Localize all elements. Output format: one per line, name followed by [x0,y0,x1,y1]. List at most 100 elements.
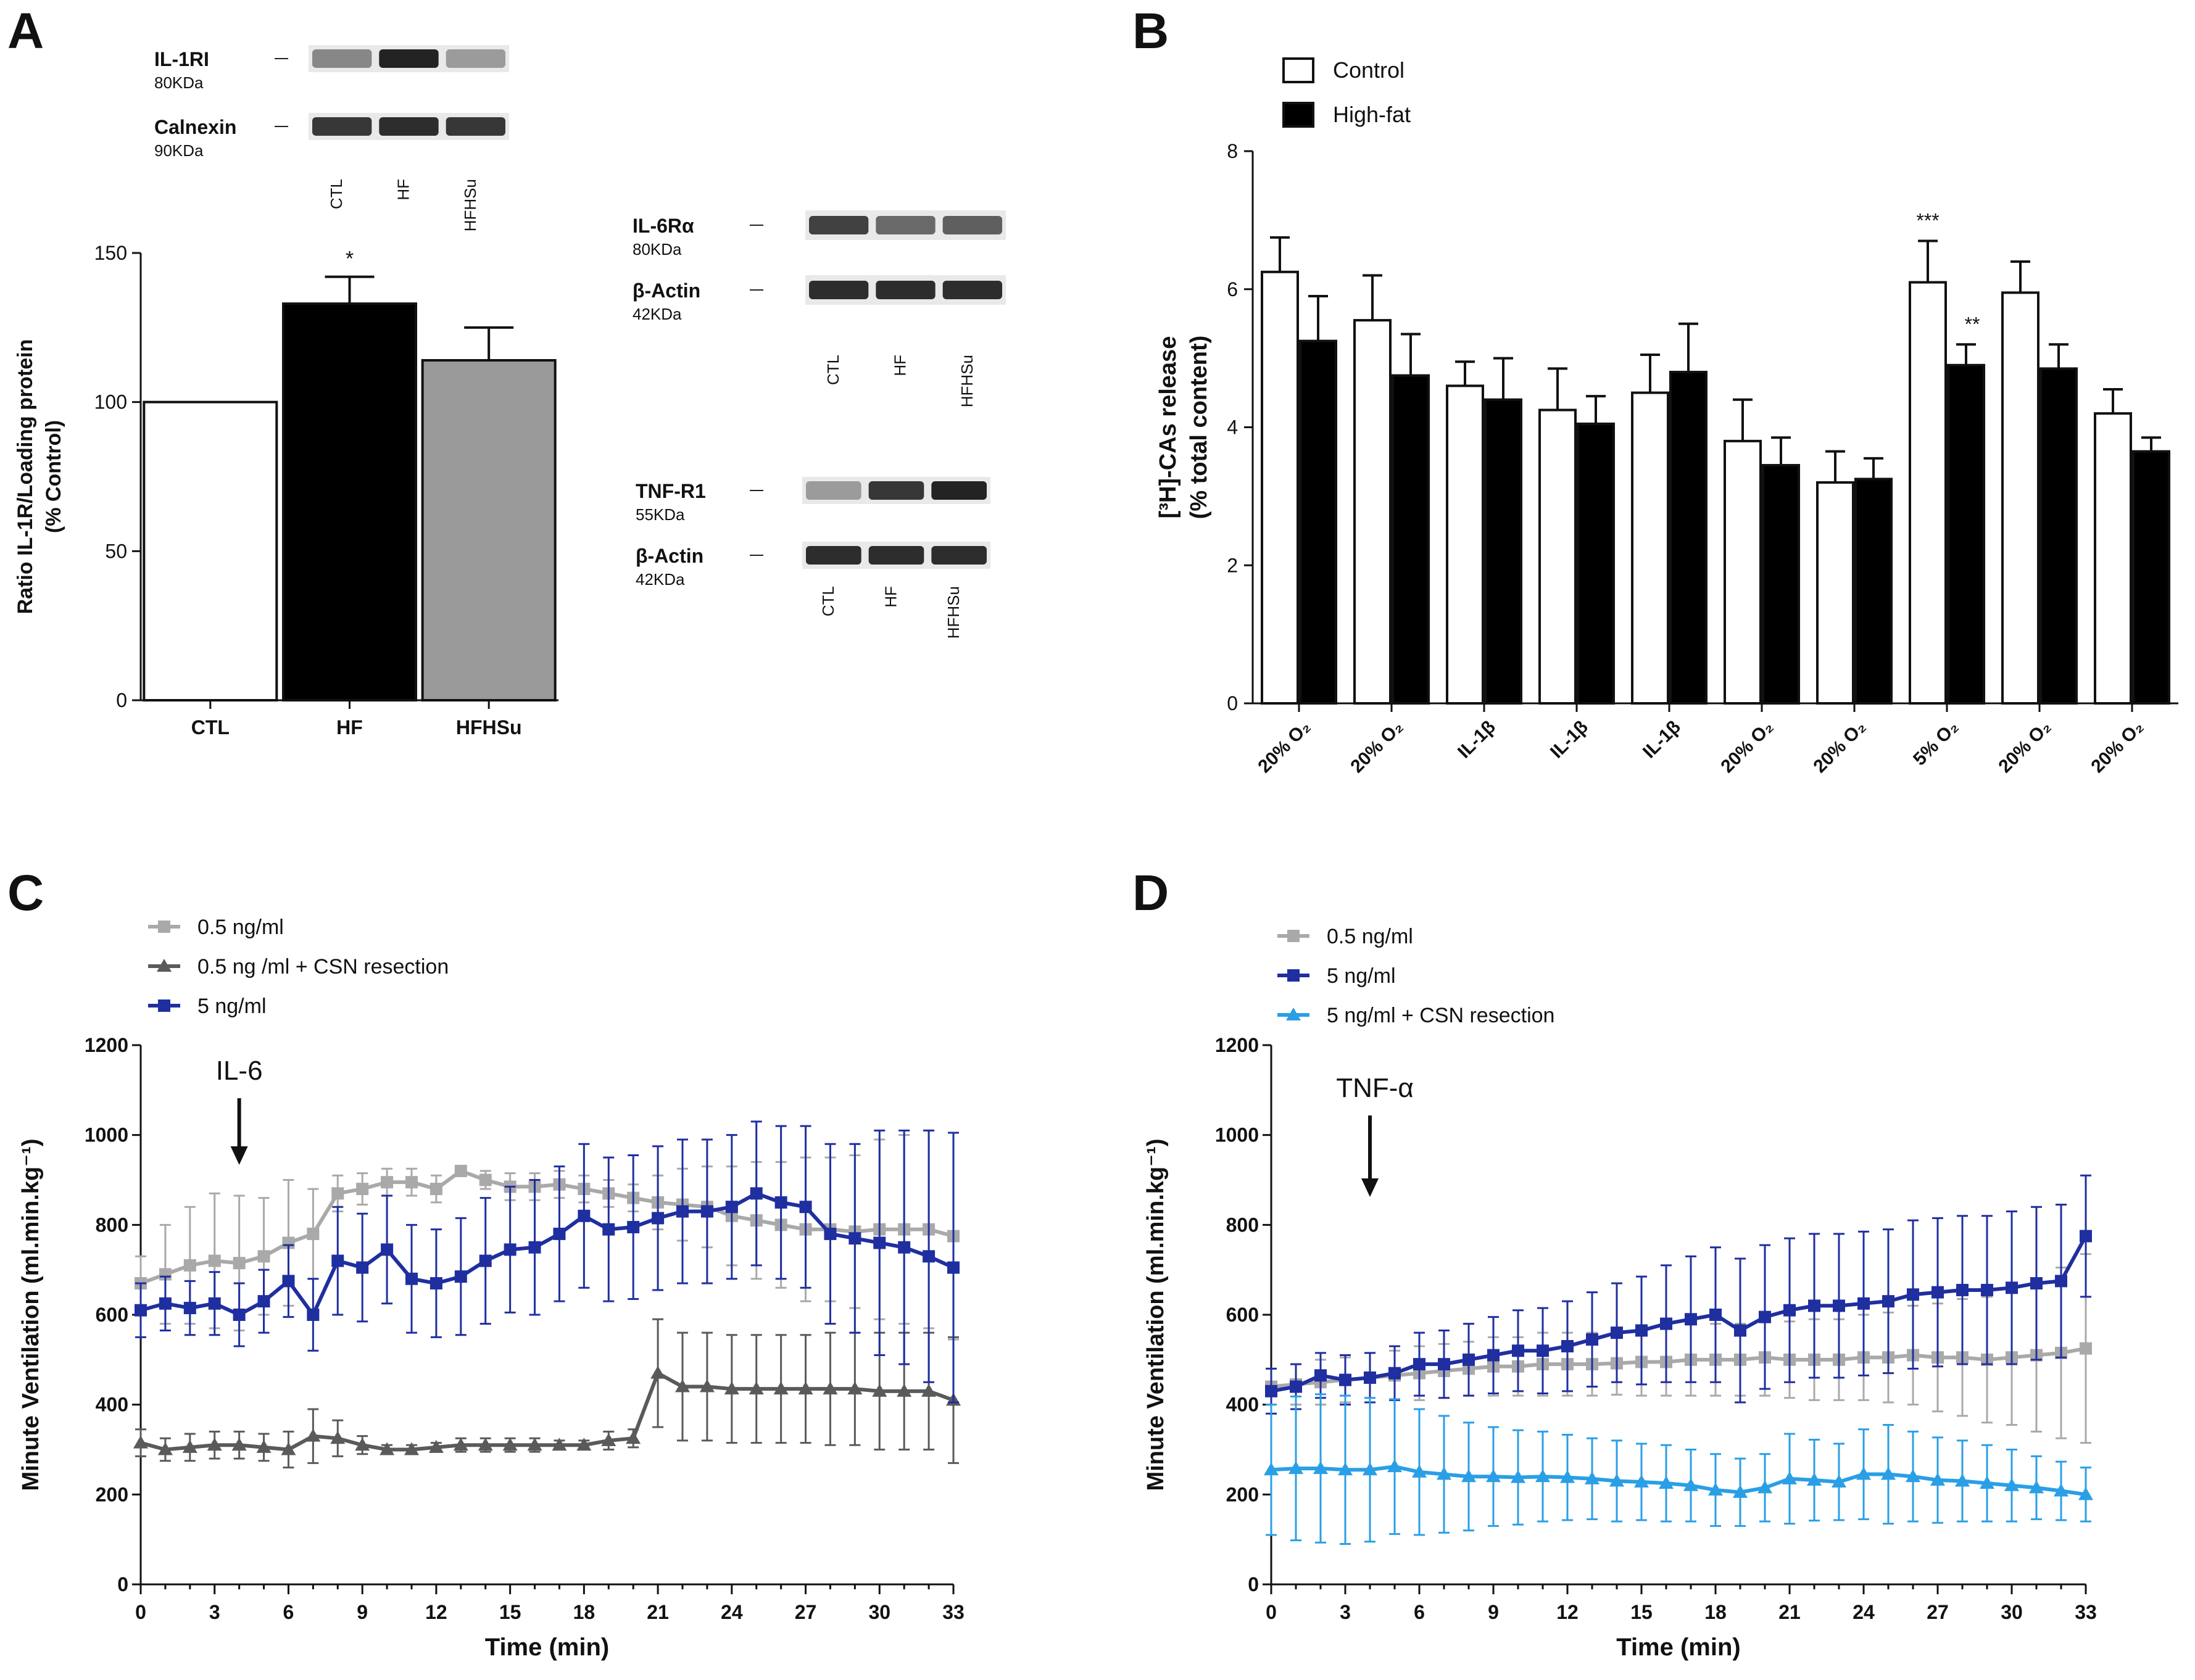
y-tick-label: 600 [96,1304,128,1326]
x-tick-label: IL-1β [1639,717,1685,763]
x-tick-label: 20% O₂ [1717,717,1777,777]
data-point [699,1379,715,1392]
y-axis-label: Minute Ventilation (ml.min.kg⁻¹) [1143,1138,1169,1491]
data-point [1586,1333,1598,1346]
data-point [1487,1349,1500,1362]
blot-label: β-Actin [633,279,700,302]
blot-kda: 80KDa [154,73,204,92]
bar [2094,412,2132,705]
data-point [2029,1480,2044,1494]
bar [143,400,278,702]
y-tick-label: 1200 [1215,1034,1259,1056]
data-point [381,1176,394,1189]
y-tick-label: 200 [1226,1483,1259,1505]
data-point [1609,1473,1624,1487]
blot-label: β-Actin [636,545,703,567]
bar [1484,398,1522,705]
data-point [1808,1299,1820,1312]
legend-marker [157,959,172,972]
bar [1392,374,1430,705]
x-tick-label: 9 [357,1601,368,1623]
x-tick-label: 6 [283,1601,294,1623]
il6-annotation: IL-6 [216,1056,263,1086]
legend-marker [158,999,170,1012]
data-point [182,1439,197,1453]
data-point [2080,1230,2092,1243]
data-point [1412,1464,1427,1478]
blot-band [868,546,924,565]
x-tick-label: 9 [1488,1601,1499,1623]
data-point [1782,1471,1797,1484]
x-tick-label: CTL [191,716,230,739]
data-point [1759,1310,1771,1323]
blot-group-il1: IL-1RI 80KDa Calnexin 90KDa CTL HF HFHSu [154,45,509,231]
bar [282,302,417,701]
lane-label: HFHSu [944,586,963,639]
data-point [208,1254,221,1267]
x-tick-label: 24 [721,1601,743,1623]
y-tick-label: 200 [96,1483,128,1505]
blot-band [446,117,505,136]
data-point [602,1223,615,1236]
blot-band [809,281,869,299]
x-axis-label: Time (min) [1616,1634,1741,1661]
data-point [1635,1324,1648,1337]
y-tick-label: 0 [117,1573,128,1595]
data-point [381,1243,394,1256]
data-point [1956,1283,1969,1296]
data-point [1438,1358,1450,1371]
x-tick-label: HF [336,716,363,739]
data-point [355,1438,370,1451]
blot-band [942,281,1002,299]
data-point [1535,1469,1550,1483]
bar [1762,464,1800,705]
data-point [823,1381,838,1395]
data-point [1511,1470,1525,1483]
blot-band [806,546,861,565]
data-point [552,1438,567,1451]
data-point [576,1438,592,1451]
y-tick-label: 800 [1226,1214,1259,1236]
y-tick-label: 100 [94,391,127,413]
data-point [183,1259,196,1272]
data-point [1906,1469,1920,1483]
x-tick-label: IL-1β [1454,717,1500,763]
data-point [553,1227,566,1240]
data-point [947,1261,960,1274]
blot-kda: 42KDa [633,305,682,323]
panel-letter-c: C [7,865,44,921]
legend-label: 5 ng/ml [197,995,267,1018]
y-tick-label: 8 [1227,140,1238,162]
data-point [429,1183,442,1196]
series-line [140,1370,955,1452]
data-point [1757,1480,1772,1494]
x-tick-label: 15 [499,1601,521,1623]
x-tick-label: 30 [868,1601,890,1623]
legend-marker [1287,969,1300,982]
lane-label: HFHSu [461,179,479,231]
bar [1299,339,1337,705]
bar [421,359,557,701]
bar [1353,319,1392,705]
data-point [725,1201,738,1214]
data-point [798,1381,813,1395]
series-line [140,1191,955,1318]
data-point [750,1187,763,1200]
y-tick-label: 0 [1227,692,1238,714]
y-tick-label: 1000 [1215,1124,1259,1146]
legend-marker [1286,1008,1301,1020]
bar [2132,450,2170,705]
data-point [724,1381,739,1395]
data-point [527,1438,542,1451]
blot-band [931,546,987,565]
data-point [1882,1295,1894,1308]
data-point [2006,1281,2018,1294]
data-point [135,1304,147,1317]
y-tick-label: 1000 [85,1124,128,1146]
data-point [1660,1317,1672,1330]
data-point [873,1236,886,1249]
blot-band [931,481,987,500]
data-point [1560,1470,1575,1483]
blot-kda: 55KDa [636,505,685,524]
data-point [1611,1326,1623,1339]
